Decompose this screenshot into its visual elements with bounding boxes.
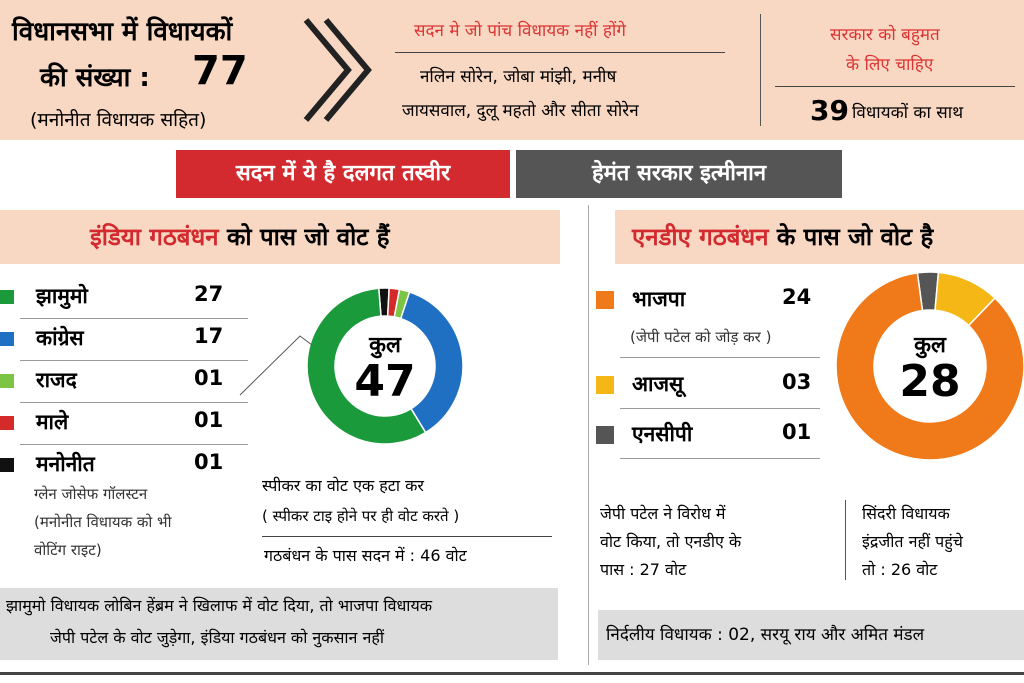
divider [760, 14, 761, 126]
scenario-text: तो : 26 वोट [862, 560, 938, 579]
panel-heading: एनडीए गठबंधन के पास जो वोट है [632, 220, 933, 253]
party-name: राजद [36, 368, 77, 392]
rule [20, 360, 248, 361]
heading-highlight: इंडिया गठबंधन [90, 223, 219, 251]
absent-names: नलिन सोरेन, जोबा मांझी, मनीष [420, 67, 617, 87]
total-value: 47 [354, 356, 415, 407]
majority-heading: के लिए चाहिए [846, 55, 934, 75]
total-value: 28 [899, 356, 960, 407]
rule [395, 52, 725, 53]
footer-text: झामुमो विधायक लोबिन हेंब्रम ने खिलाफ में… [6, 596, 433, 615]
scenario-text: इंद्रजीत नहीं पहुंचे [862, 532, 963, 551]
nominated-note: ग्लेन जोसेफ गॉलस्टन [34, 485, 148, 503]
footer-box [598, 610, 1024, 660]
majority-heading: सरकार को बहुमत [830, 25, 940, 45]
legend-swatch [0, 332, 14, 346]
rule [20, 444, 248, 445]
panel-heading-box [0, 210, 560, 264]
speaker-note: ( स्पीकर टाइ होने पर ही वोट करते ) [262, 507, 460, 525]
total-count: 77 [192, 48, 248, 94]
party-name: कांग्रेस [36, 326, 84, 350]
rule [20, 318, 248, 319]
chevrons [303, 18, 372, 122]
total-label: कुल [913, 333, 947, 359]
heading-rest: के पास जो वोट है [776, 223, 934, 251]
scenario-text: पास : 27 वोट [600, 560, 687, 579]
party-seats: 01 [194, 408, 224, 432]
donut-segment [306, 287, 427, 445]
party-name: एनसीपी [632, 422, 693, 446]
panel-heading: इंडिया गठबंधन को पास जो वोट हैं [90, 220, 390, 253]
legend-swatch [596, 291, 614, 309]
legend-swatch [596, 376, 614, 394]
party-name: माले [36, 410, 69, 434]
rule [20, 402, 248, 403]
party-seats: 01 [194, 366, 224, 390]
legend-swatch [0, 458, 14, 472]
title: की संख्या : [40, 63, 150, 93]
donut-segment [399, 291, 464, 434]
absent-names: जायसवाल, दुलू महतो और सीता सोरेन [402, 101, 639, 121]
rule [262, 536, 552, 537]
party-seats: 17 [194, 324, 224, 348]
party-name: भाजपा [632, 287, 686, 311]
legend-swatch [0, 374, 14, 388]
scenario-text: जेपी पटेल ने विरोध में [600, 504, 726, 523]
party-name: झामुमो [36, 284, 88, 308]
heading-highlight: एनडीए गठबंधन [632, 223, 769, 251]
top-band [0, 0, 1024, 140]
bottom-rule [0, 672, 1024, 675]
banner-left: सदन में ये है दलगत तस्वीर [176, 150, 510, 198]
rule [775, 86, 1015, 87]
legend-swatch [0, 290, 14, 304]
footer-box [0, 588, 558, 660]
party-note: (जेपी पटेल को जोड़ कर ) [630, 328, 772, 346]
banner-right: हेमंत सरकार इत्मीनान [516, 150, 842, 198]
note: (मनोनीत विधायक सहित) [30, 109, 207, 131]
rule [620, 357, 820, 358]
panel-heading-box [615, 210, 1024, 264]
scenario-text: वोट किया, तो एनडीए के [600, 532, 742, 551]
nominated-note: (मनोनीत विधायक को भी [34, 513, 172, 531]
callout-line [239, 335, 313, 396]
nominated-note: वोटिंग राइट) [34, 541, 102, 559]
panel-divider [588, 205, 589, 665]
footer-text: निर्दलीय विधायक : 02, सरयू राय और अमित म… [606, 625, 925, 645]
party-seats: 01 [194, 450, 224, 474]
heading-rest: को पास जो वोट हैं [226, 223, 390, 251]
rule [620, 408, 820, 409]
footer-text: जेपी पटेल के वोट जुड़ेगा, इंडिया गठबंधन … [50, 628, 385, 647]
party-name: मनोनीत [36, 452, 95, 476]
party-name: आजसू [632, 372, 684, 396]
effective-votes: गठबंधन के पास सदन में : 46 वोट [264, 546, 467, 565]
total-label: कुल [368, 333, 402, 359]
speaker-note: स्पीकर का वोट एक हटा कर [262, 476, 424, 495]
title: विधानसभा में विधायकों [12, 17, 233, 47]
absent-heading: सदन मे जो पांच विधायक नहीं होंगे [414, 21, 626, 41]
party-seats: 01 [782, 420, 812, 444]
party-seats: 03 [782, 370, 812, 394]
rule [620, 458, 820, 459]
party-seats: 24 [782, 285, 812, 309]
scenario-divider [845, 500, 846, 580]
party-seats: 27 [194, 282, 224, 306]
donut-segment [835, 272, 1024, 461]
scenario-text: सिंदरी विधायक [862, 504, 950, 523]
majority-text: विधायकों का साथ [852, 103, 964, 123]
legend-swatch [0, 416, 14, 430]
legend-swatch [596, 426, 614, 444]
majority-count: 39 [810, 94, 849, 127]
